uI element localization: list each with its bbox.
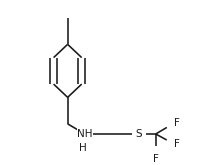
- Text: F: F: [152, 154, 158, 164]
- Text: H: H: [79, 143, 86, 153]
- Text: NH: NH: [77, 129, 92, 139]
- Text: F: F: [174, 118, 179, 128]
- Text: F: F: [174, 139, 179, 149]
- Text: S: S: [135, 129, 141, 139]
